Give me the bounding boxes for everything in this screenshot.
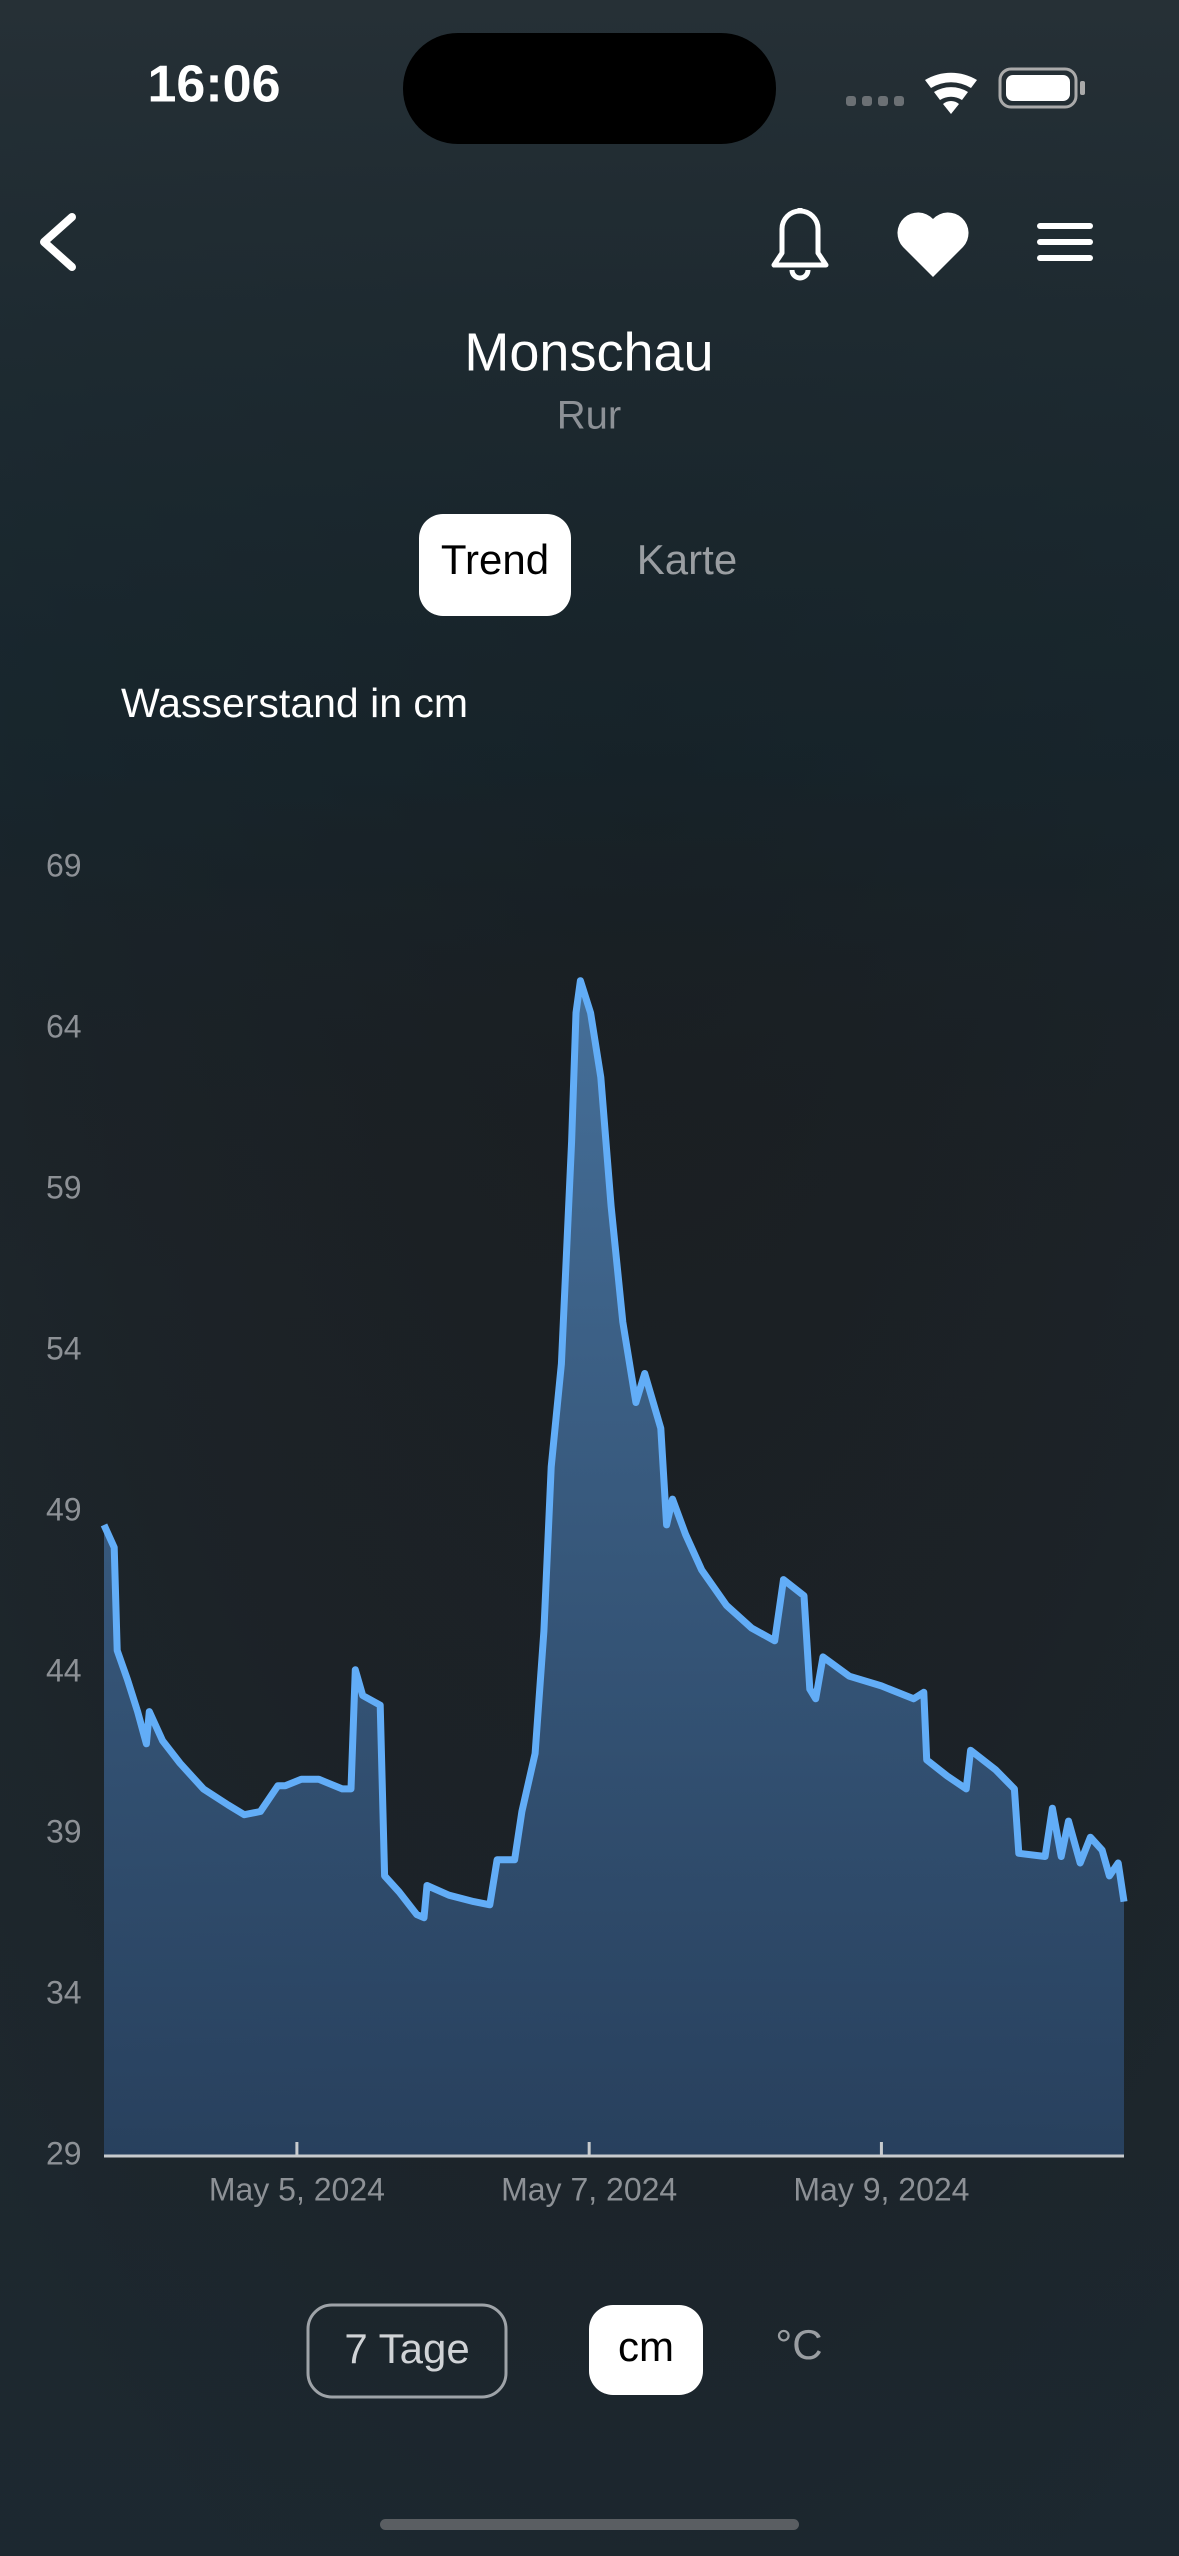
chart: 29 34 39 44 49 54 59 64 69 May 5, 2024 May 7, 2024… (46, 847, 1128, 2207)
menu-button[interactable] (1037, 223, 1093, 261)
line (100, 977, 1128, 1922)
dynamic-island (403, 33, 776, 144)
favorite-button[interactable] (897, 212, 969, 277)
bell-button[interactable] (771, 208, 829, 281)
back-button[interactable] (40, 213, 76, 271)
y-tick-label: 29 (46, 2135, 82, 2171)
station-title: Monschau (464, 322, 713, 382)
battery-icon (998, 67, 1085, 109)
y-tick-label: 64 (46, 1008, 82, 1044)
y-tick-label: 59 (46, 1169, 82, 1205)
tab-active[interactable] (419, 514, 571, 616)
home-indicator (380, 2519, 799, 2530)
y-tick-label: 54 (46, 1330, 82, 1366)
chart-title: Wasserstand in cm (121, 680, 468, 726)
x-tick-label: May 7, 2024 (501, 2171, 677, 2207)
wifi-icon (925, 72, 977, 114)
unit-cm[interactable]: cm (618, 2323, 674, 2370)
area (104, 980, 1124, 2157)
tab-karte[interactable]: Karte (637, 536, 737, 583)
y-tick-label: 39 (46, 1813, 82, 1849)
unit-active[interactable] (589, 2305, 703, 2395)
range-button[interactable] (306, 2303, 508, 2399)
river-subtitle: Rur (557, 394, 621, 438)
y-tick-label: 49 (46, 1491, 82, 1527)
signal-icon (846, 96, 904, 106)
tab-trend[interactable]: Trend (441, 536, 549, 583)
y-tick-label: 44 (46, 1652, 82, 1688)
range-label[interactable]: 7 Tage (344, 2325, 469, 2372)
y-tick-label: 34 (46, 1974, 82, 2010)
status-time: 16:06 (148, 56, 281, 114)
x-tick-label: May 9, 2024 (793, 2171, 969, 2207)
unit-celsius[interactable]: °C (775, 2321, 822, 2368)
y-tick-label: 69 (46, 847, 82, 883)
x-tick-label: May 5, 2024 (209, 2171, 385, 2207)
